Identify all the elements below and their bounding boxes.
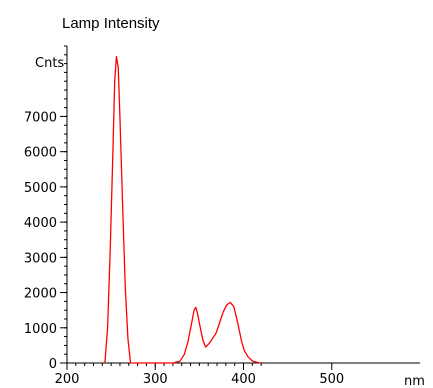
y-tick-label: 4000	[24, 216, 57, 231]
axes	[66, 46, 420, 364]
y-tick-label: 5000	[24, 181, 57, 196]
y-tick-label: 0	[49, 357, 57, 372]
y-axis-label: Cnts	[35, 56, 64, 71]
y-tick-label: 7000	[24, 110, 57, 125]
major-ticks	[60, 115, 333, 370]
series-line-0	[104, 55, 262, 364]
y-tick-label: 3000	[24, 251, 57, 266]
tick-labels: 0 1000 2000 3000 4000 5000 6000 7000 200 300 400 50…	[24, 110, 344, 387]
x-tick-label: 400	[231, 372, 256, 387]
y-tick-label: 1000	[24, 322, 57, 337]
chart-title: Lamp Intensity	[62, 15, 160, 32]
series-layer	[104, 55, 262, 364]
y-tick-label: 6000	[24, 146, 57, 161]
x-tick-label: 200	[55, 372, 80, 387]
x-tick-label: 500	[319, 372, 344, 387]
x-axis-label: nm	[404, 374, 425, 388]
y-tick-label: 2000	[24, 287, 57, 302]
x-tick-label: 300	[143, 372, 168, 387]
minor-ticks	[64, 45, 262, 366]
